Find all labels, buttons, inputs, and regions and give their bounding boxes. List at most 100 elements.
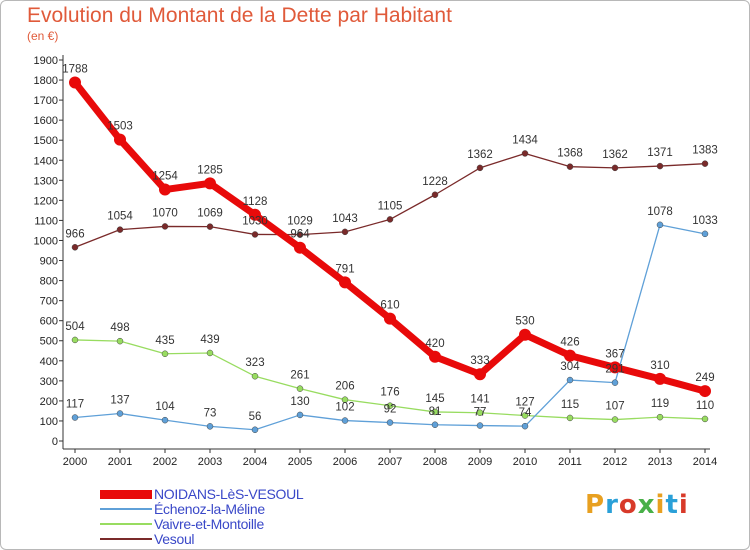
- legend-label: Échenoz-la-Méline: [154, 501, 265, 517]
- data-point-vaivre-et-montoille: [611, 416, 619, 423]
- x-tick-label: 2003: [198, 456, 222, 468]
- data-label-echenoz-la-meline: 130: [290, 396, 309, 408]
- x-tick-label: 2005: [288, 456, 312, 468]
- data-label-noidans-les-vesoul: 420: [425, 338, 444, 350]
- data-point-vaivre-et-montoille: [251, 372, 259, 380]
- data-label-vesoul: 1228: [422, 176, 448, 188]
- y-tick-label: 900: [40, 256, 58, 268]
- data-point-vaivre-et-montoille: [701, 415, 709, 423]
- y-tick-label: 1500: [34, 135, 58, 147]
- data-point-vesoul: [701, 160, 709, 167]
- data-label-vesoul: 1368: [557, 148, 583, 160]
- data-point-vesoul: [296, 231, 304, 238]
- data-label-noidans-les-vesoul: 367: [605, 348, 624, 360]
- data-label-vaivre-et-montoille: 439: [200, 334, 219, 346]
- legend-item-noidans-les-vesoul: NOIDANS-LèS-VESOUL: [100, 486, 304, 502]
- data-point-echenoz-la-meline: [431, 421, 439, 429]
- data-label-echenoz-la-meline: 117: [66, 399, 84, 411]
- proxiti-logo: Proxiti: [585, 490, 689, 520]
- data-point-vesoul: [611, 164, 619, 172]
- data-point-vesoul: [431, 191, 439, 199]
- data-point-noidans-les-vesoul: [294, 241, 306, 254]
- y-tick-label: 1900: [34, 55, 58, 67]
- x-tick-label: 2012: [603, 456, 627, 468]
- legend-label: Vesoul: [154, 531, 195, 547]
- data-label-noidans-les-vesoul: 1254: [152, 171, 178, 183]
- data-label-vaivre-et-montoille: 145: [425, 393, 444, 405]
- chart-data-labels: 966 1054 1070 1069 1030 1029 1043 1105 1228 1362 1…: [62, 63, 718, 422]
- data-point-echenoz-la-meline: [71, 414, 79, 421]
- data-point-noidans-les-vesoul: [339, 276, 351, 289]
- data-point-vesoul: [71, 244, 79, 251]
- data-point-noidans-les-vesoul: [159, 183, 171, 196]
- data-label-echenoz-la-meline: 56: [249, 411, 262, 423]
- data-label-noidans-les-vesoul: 791: [335, 263, 354, 275]
- data-label-vaivre-et-montoille: 498: [110, 322, 129, 334]
- x-tick-label: 2007: [378, 456, 402, 468]
- data-point-echenoz-la-meline: [116, 410, 124, 417]
- data-point-noidans-les-vesoul: [429, 350, 441, 363]
- data-point-noidans-les-vesoul: [114, 133, 126, 146]
- x-tick-label: 2000: [63, 456, 87, 468]
- data-label-vesoul: 1030: [242, 215, 268, 227]
- data-label-noidans-les-vesoul: 1128: [243, 196, 268, 208]
- data-point-vesoul: [206, 223, 214, 230]
- data-point-vesoul: [521, 150, 529, 157]
- x-tick-label: 2008: [423, 456, 447, 468]
- y-tick-label: 1700: [34, 95, 58, 107]
- data-label-echenoz-la-meline: 291: [605, 364, 624, 376]
- data-point-vaivre-et-montoille: [566, 414, 574, 422]
- data-label-vaivre-et-montoille: 127: [515, 397, 534, 409]
- data-label-vesoul: 966: [65, 228, 84, 240]
- data-label-vaivre-et-montoille: 176: [380, 387, 399, 399]
- y-tick-label: 500: [40, 336, 58, 348]
- data-point-vaivre-et-montoille: [71, 336, 79, 344]
- legend-swatch: [100, 489, 152, 499]
- x-tick-label: 2004: [243, 456, 267, 468]
- legend-label: Vaivre-et-Montoille: [154, 516, 264, 532]
- data-point-noidans-les-vesoul: [204, 177, 216, 190]
- data-point-echenoz-la-meline: [341, 417, 349, 424]
- data-label-noidans-les-vesoul: 426: [560, 337, 579, 349]
- data-point-vaivre-et-montoille: [341, 396, 349, 403]
- y-tick-label: 700: [40, 296, 58, 308]
- data-point-noidans-les-vesoul: [69, 76, 81, 89]
- data-label-echenoz-la-meline: 74: [519, 407, 532, 419]
- x-tick-label: 2011: [558, 456, 582, 468]
- data-label-vesoul: 1383: [692, 145, 718, 157]
- data-point-echenoz-la-meline: [386, 419, 394, 426]
- data-point-vaivre-et-montoille: [161, 350, 169, 358]
- x-tick-label: 2002: [153, 456, 177, 468]
- legend-item-vesoul: Vesoul: [100, 531, 195, 547]
- data-label-echenoz-la-meline: 81: [429, 406, 442, 418]
- data-label-vaivre-et-montoille: 323: [245, 357, 264, 369]
- data-label-vaivre-et-montoille: 110: [696, 400, 714, 412]
- chart-unit: (en €): [27, 29, 59, 43]
- data-point-echenoz-la-meline: [566, 376, 574, 384]
- data-label-echenoz-la-meline: 77: [474, 407, 487, 419]
- chart-axes: 0 100 200 300 400 500 600 700 800 900 1000 1100 1200…: [34, 55, 717, 468]
- data-point-vesoul: [116, 226, 124, 233]
- data-label-noidans-les-vesoul: 249: [695, 372, 714, 384]
- y-tick-label: 600: [40, 316, 58, 328]
- data-point-echenoz-la-meline: [296, 411, 304, 419]
- data-label-vesoul: 1434: [512, 134, 538, 146]
- x-tick-label: 2010: [513, 456, 537, 468]
- data-label-echenoz-la-meline: 104: [155, 401, 175, 413]
- data-label-vesoul: 1054: [107, 211, 133, 223]
- data-label-echenoz-la-meline: 92: [384, 404, 397, 416]
- data-point-vaivre-et-montoille: [386, 402, 394, 409]
- data-point-noidans-les-vesoul: [384, 312, 396, 325]
- data-label-vaivre-et-montoille: 504: [65, 321, 85, 333]
- data-point-vaivre-et-montoille: [116, 337, 124, 345]
- data-point-vaivre-et-montoille: [476, 409, 484, 416]
- data-label-vaivre-et-montoille: 141: [470, 394, 489, 406]
- legend-swatch: [100, 523, 152, 525]
- chart-series: [69, 76, 711, 434]
- data-point-vaivre-et-montoille: [431, 408, 439, 416]
- y-tick-label: 0: [52, 436, 58, 448]
- data-label-vesoul: 1362: [602, 149, 628, 161]
- data-point-noidans-les-vesoul: [699, 385, 711, 398]
- data-point-vaivre-et-montoille: [656, 413, 664, 421]
